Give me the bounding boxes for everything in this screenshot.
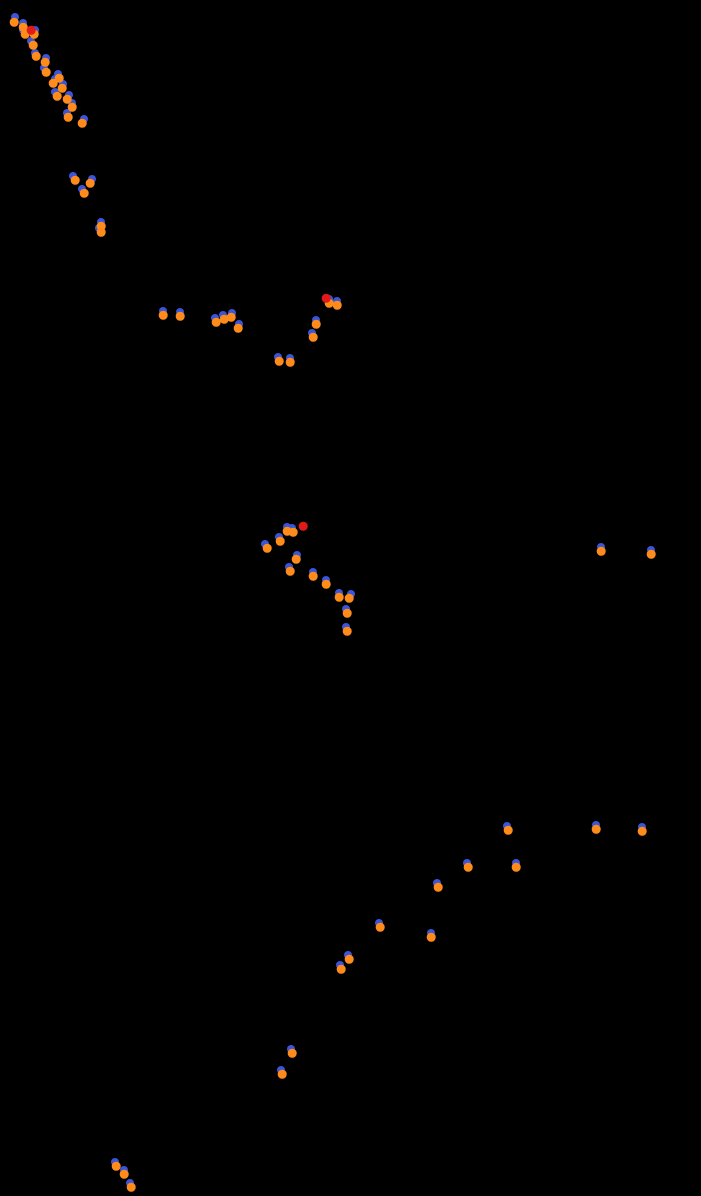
marker-orange — [322, 580, 331, 589]
marker-orange — [97, 228, 106, 237]
marker-orange — [64, 113, 73, 122]
marker-orange — [343, 627, 352, 636]
marker-orange — [289, 528, 298, 537]
marker-orange — [309, 333, 318, 342]
marker-orange — [292, 555, 301, 564]
marker-orange — [234, 324, 243, 333]
marker-orange — [376, 923, 385, 932]
marker-orange — [592, 825, 601, 834]
scatter-plot — [0, 0, 701, 1196]
marker-red — [27, 26, 36, 35]
marker-orange — [512, 863, 521, 872]
marker-orange — [276, 537, 285, 546]
marker-orange — [464, 863, 473, 872]
marker-orange — [42, 68, 51, 77]
marker-orange — [312, 320, 321, 329]
marker-orange — [335, 593, 344, 602]
marker-orange — [647, 550, 656, 559]
marker-orange — [286, 567, 295, 576]
marker-orange — [345, 594, 354, 603]
marker-red — [322, 294, 331, 303]
marker-orange — [434, 883, 443, 892]
marker-orange — [278, 1070, 287, 1079]
marker-red — [299, 522, 308, 531]
marker-orange — [68, 103, 77, 112]
marker-orange — [112, 1162, 121, 1171]
marker-orange — [86, 179, 95, 188]
marker-orange — [333, 301, 342, 310]
marker-orange — [120, 1170, 129, 1179]
marker-orange — [343, 609, 352, 618]
marker-orange — [286, 358, 295, 367]
marker-orange — [504, 826, 513, 835]
marker-orange — [176, 312, 185, 321]
marker-orange — [309, 572, 318, 581]
marker-orange — [53, 92, 62, 101]
marker-orange — [71, 176, 80, 185]
marker-orange — [32, 52, 41, 61]
marker-orange — [212, 318, 221, 327]
marker-orange — [597, 547, 606, 556]
marker-orange — [127, 1183, 136, 1192]
marker-orange — [337, 965, 346, 974]
marker-orange — [638, 827, 647, 836]
marker-orange — [10, 18, 19, 27]
marker-orange — [427, 933, 436, 942]
marker-orange — [29, 41, 38, 50]
marker-orange — [345, 955, 354, 964]
marker-orange — [78, 119, 87, 128]
marker-orange — [41, 58, 50, 67]
marker-orange — [220, 315, 229, 324]
marker-orange — [80, 189, 89, 198]
marker-orange — [58, 84, 67, 93]
marker-orange — [159, 311, 168, 320]
marker-orange — [55, 74, 64, 83]
marker-orange — [288, 1049, 297, 1058]
marker-orange — [263, 544, 272, 553]
marker-orange — [275, 357, 284, 366]
